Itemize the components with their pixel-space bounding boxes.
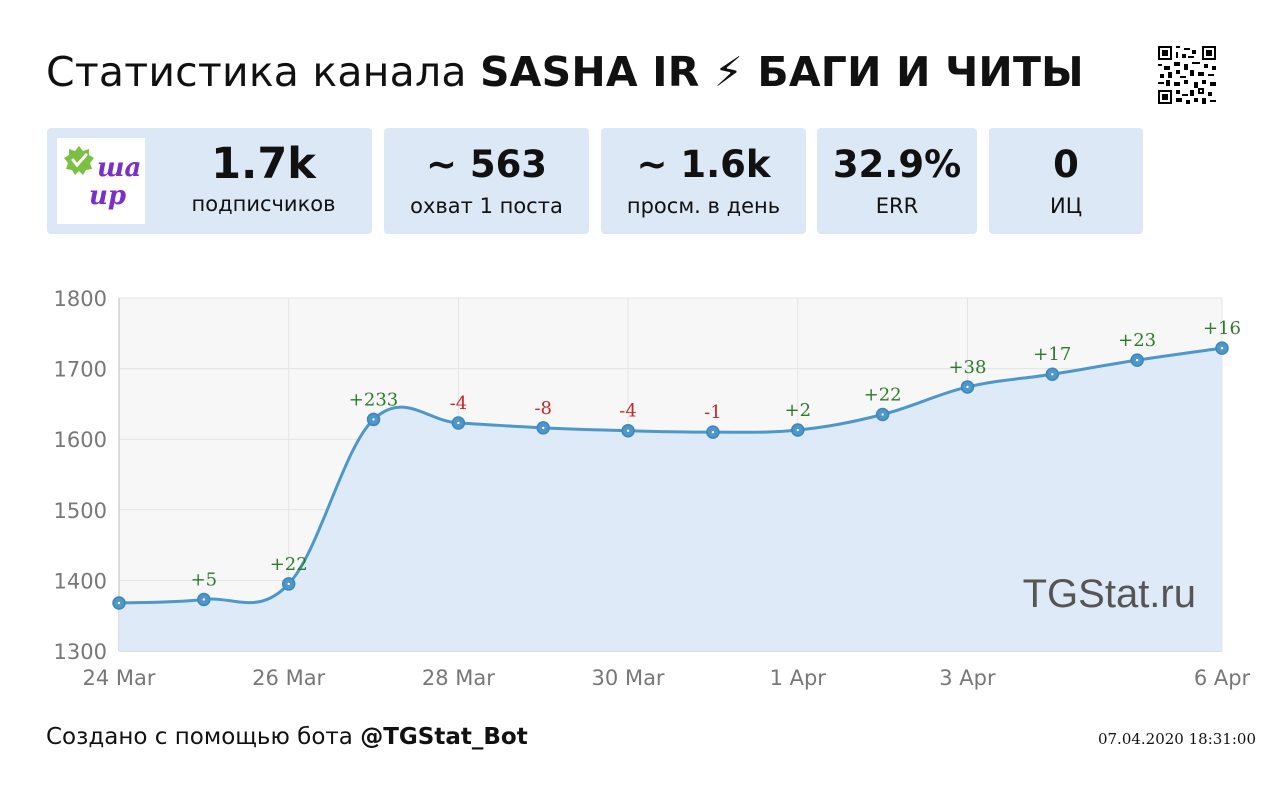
channel-name: SASHA IR ⚡ БАГИ И ЧИТЫ: [479, 48, 1084, 96]
avatar-text-1: ша: [97, 153, 141, 183]
data-point-center: [711, 430, 715, 434]
err-label: ERR: [875, 194, 919, 218]
footer-credit: Создано с помощью бота @TGStat_Bot: [46, 724, 528, 750]
timestamp: 07.04.2020 18:31:00: [1097, 730, 1256, 748]
subscribers-value: 1.7k: [211, 139, 316, 189]
x-tick-label: 28 Mar: [422, 666, 495, 690]
data-point-center: [542, 426, 545, 430]
x-tick-label: 24 Mar: [82, 666, 155, 690]
data-point-center: [966, 385, 969, 389]
reach-value: ~ 563: [425, 143, 548, 186]
footer-prefix: Создано с помощью бота: [46, 724, 353, 750]
daily-views-value: ~ 1.6k: [636, 143, 771, 186]
delta-label: +2: [784, 400, 811, 421]
daily-views-label: просм. в день: [626, 194, 781, 218]
subscribers-card: ша ир 1.7k подписчиков: [47, 128, 372, 234]
x-tick-label: 26 Mar: [252, 666, 325, 690]
delta-label: +22: [270, 554, 308, 575]
watermark: TGStat.ru: [1023, 572, 1196, 616]
y-tick-label: 1300: [54, 640, 107, 664]
delta-label: +16: [1203, 318, 1241, 339]
delta-label: +38: [948, 357, 986, 378]
data-point-center: [202, 598, 206, 601]
delta-label: +17: [1033, 344, 1071, 365]
data-point-center: [1051, 373, 1054, 376]
ci-label: ИЦ: [1049, 194, 1082, 218]
data-point-center: [372, 418, 375, 421]
y-tick-label: 1500: [54, 499, 107, 523]
x-tick-label: 30 Mar: [592, 666, 665, 690]
data-point-center: [881, 413, 884, 416]
err-value: 32.9%: [832, 143, 962, 186]
daily-views-card: ~ 1.6k просм. в день: [601, 128, 806, 234]
series-line: [118, 346, 1223, 605]
qr-code-icon: [1158, 46, 1216, 104]
delta-label: -4: [619, 401, 637, 422]
x-tick-label: 3 Apr: [939, 666, 996, 690]
area-fill: [119, 348, 1222, 651]
x-tick-label: 6 Apr: [1194, 666, 1251, 690]
subscribers-label: подписчиков: [191, 192, 336, 216]
delta-label: +22: [864, 384, 902, 405]
subscribers-chart: 1300 1400 1500 1600 1700 1800 24 Mar 26 Mar 28 M…: [54, 287, 1251, 690]
avatar-text-2: ир: [89, 181, 126, 211]
delta-label: -8: [534, 398, 552, 419]
y-tick-label: 1400: [54, 569, 107, 593]
delta-label: -1: [704, 402, 722, 423]
ci-card: 0 ИЦ: [989, 128, 1143, 234]
delta-label: +23: [1118, 330, 1156, 351]
bot-link[interactable]: @TGStat_Bot: [360, 724, 528, 750]
data-point-center: [1220, 346, 1224, 350]
y-tick-label: 1600: [54, 428, 107, 452]
delta-label: +5: [191, 569, 218, 590]
reach-card: ~ 563 охват 1 поста: [384, 128, 589, 234]
y-tick-label: 1800: [54, 287, 107, 311]
data-point-center: [287, 582, 290, 586]
delta-label: +233: [349, 389, 398, 410]
err-card: 32.9% ERR: [817, 128, 977, 234]
x-tick-label: 1 Apr: [770, 666, 827, 690]
ci-value: 0: [1053, 143, 1079, 186]
data-point-center: [796, 428, 799, 432]
page-title: Статистика канала SASHA IR ⚡ БАГИ И ЧИТЫ: [46, 48, 1084, 96]
reach-label: охват 1 поста: [410, 194, 563, 218]
channel-avatar: ша ир: [57, 138, 145, 224]
y-tick-label: 1700: [54, 358, 107, 382]
data-point-center: [457, 421, 460, 425]
delta-label: -4: [450, 393, 468, 414]
data-point-center: [1135, 358, 1139, 362]
data-point-center: [117, 601, 121, 605]
title-prefix: Статистика канала: [46, 48, 467, 96]
data-point-center: [626, 429, 630, 432]
channel-logo-icon: ша ир: [64, 146, 141, 211]
